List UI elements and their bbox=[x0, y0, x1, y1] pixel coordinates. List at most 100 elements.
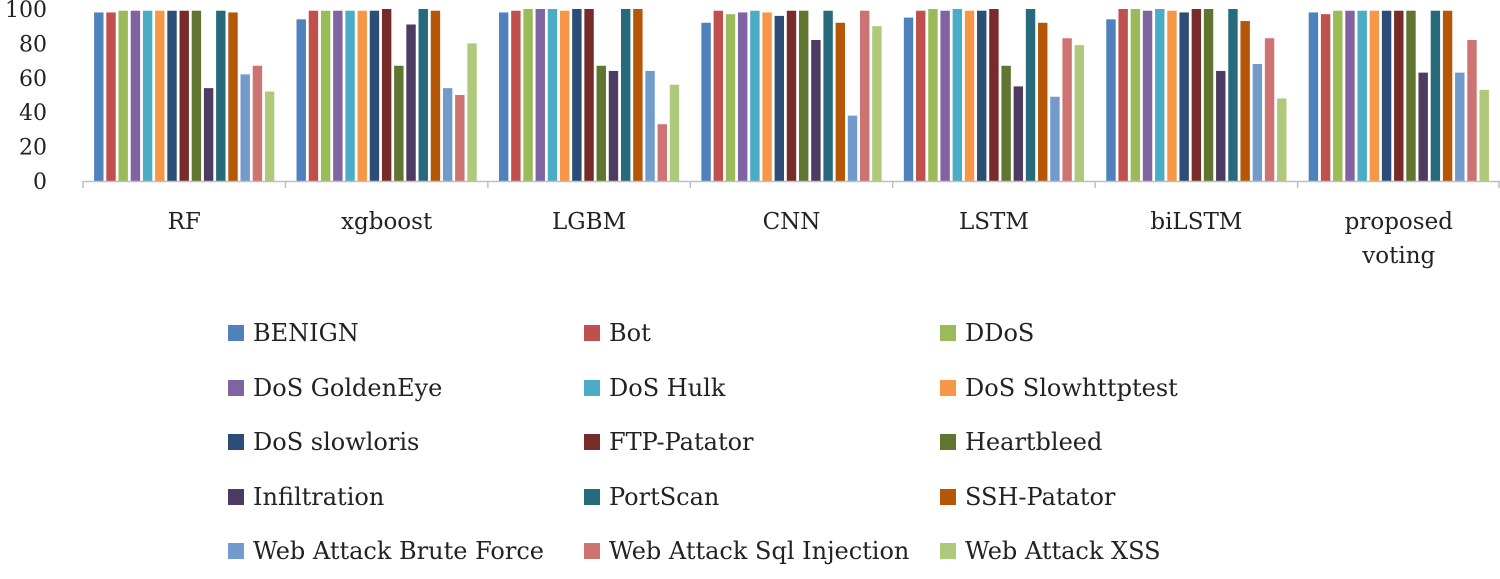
legend-label: Heartbleed bbox=[965, 428, 1103, 457]
bar-benign-lgbm bbox=[498, 12, 509, 181]
bar-dos-slowhttptest-proposed-voting bbox=[1369, 10, 1380, 181]
bar-heartbleed-lgbm bbox=[596, 65, 606, 181]
chart-legend: BENIGN Bot DDoS DoS GoldenEye DoS Hulk DoS Sl… bbox=[228, 306, 1228, 579]
bar-web-attack-sql-injection-proposed-voting bbox=[1467, 39, 1477, 182]
bar-dos-slowloris-rf bbox=[167, 10, 177, 181]
bar-dos-hulk-lgbm bbox=[547, 9, 558, 181]
bar-portscan-proposed-voting bbox=[1430, 10, 1441, 181]
legend-swatch bbox=[940, 379, 956, 396]
bar-web-attack-sql-injection-cnn bbox=[860, 10, 870, 181]
bar-ddos-lstm bbox=[928, 9, 938, 181]
bar-portscan-bilstm bbox=[1228, 9, 1238, 181]
bar-ssh-patator-rf bbox=[228, 12, 238, 181]
bar-ddos-proposed-voting bbox=[1333, 10, 1343, 181]
bar-web-attack-brute-force-lgbm bbox=[645, 70, 655, 181]
bar-web-attack-sql-injection-lgbm bbox=[657, 124, 667, 181]
legend-label: DoS GoldenEye bbox=[253, 373, 443, 402]
bar-heartbleed-rf bbox=[191, 10, 202, 181]
bar-bot-lstm bbox=[916, 10, 926, 181]
bar-infiltration-lgbm bbox=[608, 70, 619, 181]
bar-ddos-xgboost bbox=[320, 10, 331, 181]
legend-swatch bbox=[584, 325, 600, 342]
legend-swatch bbox=[228, 488, 244, 505]
bar-ftp-patator-cnn bbox=[786, 10, 797, 181]
bar-web-attack-xss-proposed-voting bbox=[1479, 89, 1489, 181]
x-category-label: CNN bbox=[763, 209, 821, 235]
bar-heartbleed-xgboost bbox=[394, 65, 404, 181]
bar-ftp-patator-xgboost bbox=[381, 9, 392, 181]
bar-dos-goldeneye-cnn bbox=[738, 12, 748, 181]
legend-label: SSH-Patator bbox=[965, 482, 1116, 511]
y-tick-label: 20 bbox=[19, 136, 47, 161]
bar-ddos-cnn bbox=[725, 14, 736, 181]
bar-infiltration-lstm bbox=[1013, 86, 1024, 181]
bar-ftp-patator-lgbm bbox=[584, 9, 594, 181]
bar-infiltration-proposed-voting bbox=[1418, 72, 1428, 181]
bar-web-attack-brute-force-bilstm bbox=[1252, 64, 1263, 181]
legend-label: Infiltration bbox=[253, 482, 385, 511]
legend-swatch bbox=[228, 379, 244, 396]
bar-web-attack-brute-force-lstm bbox=[1050, 96, 1060, 181]
bar-dos-slowhttptest-lgbm bbox=[559, 10, 570, 181]
legend-label: DoS Slowhttptest bbox=[965, 373, 1178, 402]
legend-swatch bbox=[228, 543, 244, 560]
bar-benign-cnn bbox=[701, 22, 711, 182]
bar-portscan-rf bbox=[216, 10, 226, 181]
bar-dos-goldeneye-rf bbox=[130, 10, 141, 181]
bar-infiltration-xgboost bbox=[406, 24, 416, 182]
bar-benign-proposed-voting bbox=[1308, 12, 1319, 181]
bar-heartbleed-bilstm bbox=[1203, 9, 1214, 181]
legend-item-dos-goldeneye: DoS GoldenEye bbox=[228, 361, 584, 416]
legend-item-ddos: DDoS bbox=[940, 306, 1228, 361]
bar-web-attack-sql-injection-lstm bbox=[1062, 38, 1072, 181]
bar-dos-goldeneye-lstm bbox=[940, 10, 950, 181]
bar-heartbleed-cnn bbox=[799, 10, 809, 181]
bar-dos-hulk-rf bbox=[142, 10, 153, 181]
legend-label: Bot bbox=[609, 319, 651, 348]
legend-label: Web Attack Brute Force bbox=[253, 537, 544, 566]
legend-item-ssh-patator: SSH-Patator bbox=[940, 470, 1228, 525]
legend-item-dos-slowhttptest: DoS Slowhttptest bbox=[940, 361, 1228, 416]
legend-swatch bbox=[940, 543, 956, 560]
bar-dos-hulk-xgboost bbox=[345, 10, 355, 181]
bar-infiltration-cnn bbox=[811, 39, 821, 182]
bar-dos-slowloris-cnn bbox=[774, 15, 784, 181]
bar-ftp-patator-rf bbox=[179, 10, 189, 181]
bar-dos-slowhttptest-cnn bbox=[762, 12, 772, 181]
x-category-label: LGBM bbox=[552, 209, 626, 235]
bar-dos-goldeneye-xgboost bbox=[333, 10, 343, 181]
legend-swatch bbox=[584, 543, 600, 560]
bar-web-attack-xss-lgbm bbox=[669, 84, 680, 181]
bar-ssh-patator-cnn bbox=[835, 22, 845, 182]
bar-benign-xgboost bbox=[296, 19, 306, 181]
bar-chart: 0 20 40 60 80 100 RF xgboost LGBM CNN LSTM biLSTM p… bbox=[5, 0, 1500, 269]
bar-web-attack-sql-injection-rf bbox=[252, 65, 263, 181]
bar-web-attack-xss-rf bbox=[264, 91, 275, 181]
bar-portscan-cnn bbox=[823, 10, 833, 181]
legend-label: FTP-Patator bbox=[609, 428, 754, 457]
legend-item-heartbleed: Heartbleed bbox=[940, 415, 1228, 470]
x-category-label: LSTM bbox=[959, 209, 1029, 235]
bar-ddos-bilstm bbox=[1130, 9, 1141, 181]
bar-web-attack-sql-injection-xgboost bbox=[455, 95, 465, 181]
bar-bot-bilstm bbox=[1118, 9, 1128, 181]
legend-swatch bbox=[940, 488, 956, 505]
bar-bot-rf bbox=[106, 12, 116, 181]
bar-ftp-patator-proposed-voting bbox=[1394, 10, 1404, 181]
legend-label: DoS slowloris bbox=[253, 428, 420, 457]
bar-ssh-patator-bilstm bbox=[1240, 21, 1250, 181]
bar-web-attack-xss-cnn bbox=[872, 26, 882, 182]
bar-dos-goldeneye-proposed-voting bbox=[1345, 10, 1355, 181]
bar-bot-xgboost bbox=[308, 10, 319, 181]
bar-ddos-rf bbox=[118, 10, 128, 181]
bar-benign-rf bbox=[94, 12, 104, 181]
bar-web-attack-brute-force-cnn bbox=[847, 115, 858, 181]
bar-web-attack-brute-force-xgboost bbox=[442, 88, 453, 181]
bar-heartbleed-proposed-voting bbox=[1406, 10, 1416, 181]
bar-bot-lgbm bbox=[511, 10, 521, 181]
bar-web-attack-sql-injection-bilstm bbox=[1264, 38, 1275, 181]
bar-ssh-patator-xgboost bbox=[430, 10, 441, 181]
bar-dos-slowloris-bilstm bbox=[1179, 12, 1189, 181]
bar-dos-goldeneye-lgbm bbox=[535, 9, 545, 181]
bar-ssh-patator-lgbm bbox=[633, 9, 643, 181]
